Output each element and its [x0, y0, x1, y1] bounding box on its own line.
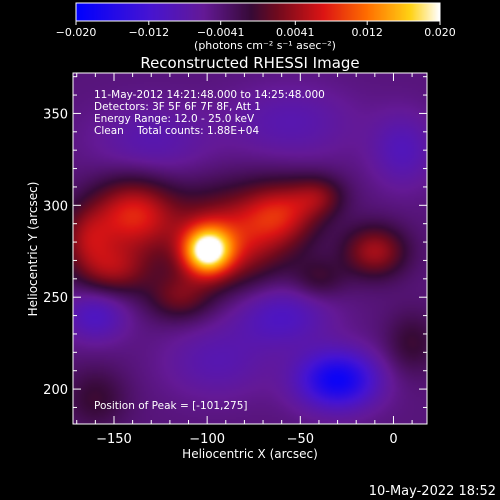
y-axis-label: Heliocentric Y (arcsec) — [26, 182, 40, 317]
y-tick-label: 350 — [43, 107, 68, 122]
colorbar-tick-label: −0.020 — [56, 26, 97, 39]
colorbar-tick-label: −0.012 — [128, 26, 169, 39]
colorbar: −0.020 −0.012 −0.0041 0.0041 0.012 0.020 (pho… — [56, 2, 456, 52]
annotation-time-range: 11-May-2012 14:21:48.000 to 14:25:48.000 — [94, 89, 325, 101]
timestamp: 10-May-2022 18:52 — [369, 484, 496, 499]
colorbar-tick-label: 0.0041 — [276, 26, 315, 39]
y-tick-label: 250 — [43, 291, 68, 306]
colorbar-tick-label: 0.020 — [424, 26, 456, 39]
y-tick-label: 300 — [43, 199, 68, 214]
x-tick-label: −100 — [189, 432, 225, 447]
colorbar-gradient — [76, 3, 440, 21]
annotation-block: 11-May-2012 14:21:48.000 to 14:25:48.000… — [94, 89, 325, 137]
colorbar-tick-label: −0.0041 — [197, 26, 245, 39]
y-tick-label: 200 — [43, 383, 68, 398]
x-axis-ticks: −150 −100 −50 0 — [76, 73, 413, 447]
plot-frame — [72, 72, 428, 425]
annotation-clean-counts: Clean Total counts: 1.88E+04 — [94, 125, 259, 137]
colorbar-unit-label: (photons cm⁻² s⁻¹ asec⁻²) — [194, 39, 336, 52]
x-tick-label: −50 — [287, 432, 314, 447]
x-tick-label: 0 — [389, 432, 397, 447]
chart-title: Reconstructed RHESSI Image — [140, 54, 359, 72]
x-axis-label: Heliocentric X (arcsec) — [182, 447, 318, 461]
peak-position-label: Position of Peak = [-101,275] — [94, 400, 248, 412]
colorbar-frame — [75, 2, 441, 22]
colorbar-ticks: −0.020 −0.012 −0.0041 0.0041 0.012 0.020 — [56, 21, 456, 39]
annotation-detectors: Detectors: 3F 5F 6F 7F 8F, Att 1 — [94, 101, 261, 113]
heatmap-image — [73, 73, 427, 424]
y-axis-ticks: 200 250 300 350 — [43, 76, 427, 408]
x-tick-label: −150 — [96, 432, 132, 447]
annotation-energy-range: Energy Range: 12.0 - 25.0 keV — [94, 113, 255, 125]
colorbar-tick-label: 0.012 — [351, 26, 383, 39]
